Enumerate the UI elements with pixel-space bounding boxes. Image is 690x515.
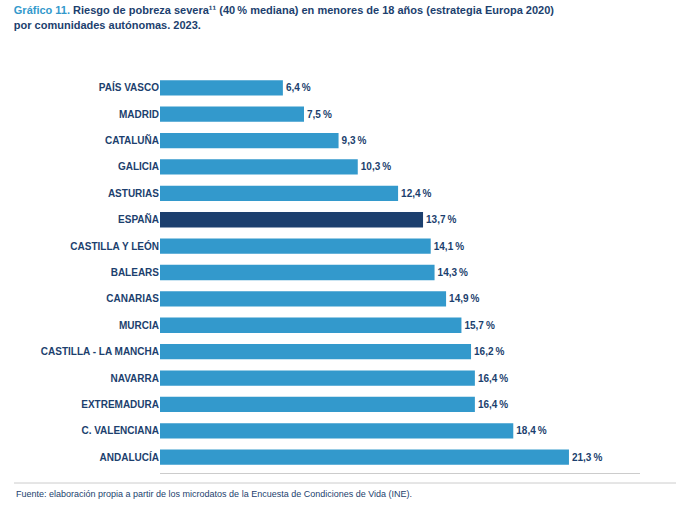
svg-text:10,3 %: 10,3 % xyxy=(361,161,391,172)
svg-text:14,1 %: 14,1 % xyxy=(434,241,464,252)
svg-text:18,4 %: 18,4 % xyxy=(516,425,546,436)
svg-text:21,3 %: 21,3 % xyxy=(572,452,602,463)
svg-text:14,3 %: 14,3 % xyxy=(438,267,468,278)
svg-text:16,4 %: 16,4 % xyxy=(478,399,508,410)
svg-text:13,7 %: 13,7 % xyxy=(426,214,456,225)
svg-text:ASTURIAS: ASTURIAS xyxy=(108,188,159,199)
svg-text:GALICIA: GALICIA xyxy=(118,161,159,172)
svg-text:PAÍS VASCO: PAÍS VASCO xyxy=(99,81,159,93)
svg-text:16,4 %: 16,4 % xyxy=(478,373,508,384)
svg-text:16,2 %: 16,2 % xyxy=(474,346,504,357)
svg-text:CASTILLA Y LEÓN: CASTILLA Y LEÓN xyxy=(70,240,159,252)
svg-text:15,7 %: 15,7 % xyxy=(464,320,494,331)
svg-text:ANDALUCÍA: ANDALUCÍA xyxy=(100,451,159,463)
svg-text:BALEARS: BALEARS xyxy=(111,267,160,278)
svg-text:Gráfico 11. Riesgo de pobreza: Gráfico 11. Riesgo de pobreza severa¹¹ (… xyxy=(14,4,555,30)
svg-text:MURCIA: MURCIA xyxy=(119,320,159,331)
svg-text:7,5 %: 7,5 % xyxy=(307,109,332,120)
svg-text:NAVARRA: NAVARRA xyxy=(110,373,159,384)
svg-text:9,3 %: 9,3 % xyxy=(342,135,367,146)
svg-text:MADRID: MADRID xyxy=(119,109,159,120)
svg-text:12,4 %: 12,4 % xyxy=(401,188,431,199)
svg-text:CATALUÑA: CATALUÑA xyxy=(105,134,159,146)
svg-text:EXTREMADURA: EXTREMADURA xyxy=(81,399,159,410)
svg-text:14,9 %: 14,9 % xyxy=(449,293,479,304)
svg-text:C. VALENCIANA: C. VALENCIANA xyxy=(81,425,159,436)
svg-text:CANARIAS: CANARIAS xyxy=(106,293,159,304)
svg-text:CASTILLA - LA MANCHA: CASTILLA - LA MANCHA xyxy=(41,346,159,357)
svg-text:ESPAÑA: ESPAÑA xyxy=(118,213,159,225)
svg-text:6,4 %: 6,4 % xyxy=(286,82,311,93)
svg-text:Fuente: elaboración propia a p: Fuente: elaboración propia a partir de l… xyxy=(16,489,412,499)
